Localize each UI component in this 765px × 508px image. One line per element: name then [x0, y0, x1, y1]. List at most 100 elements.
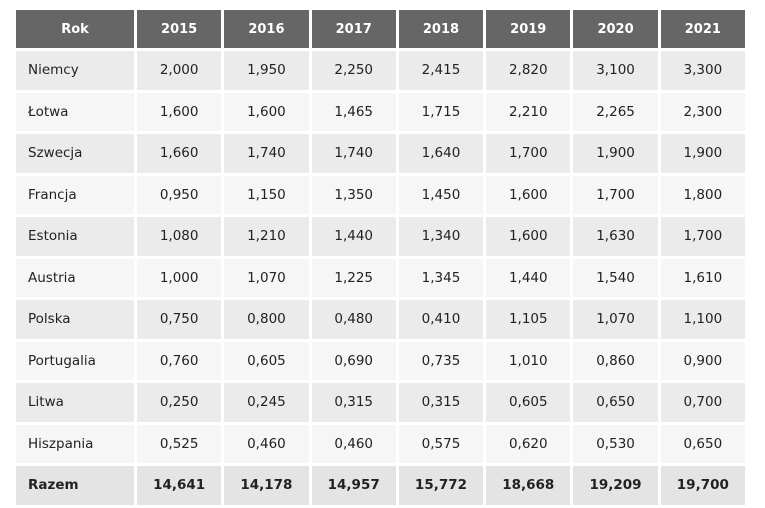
value-cell: 0,525: [137, 424, 222, 463]
table-row: Łotwa 1,600 1,600 1,465 1,715 2,210 2,26…: [16, 92, 745, 131]
value-cell: 1,465: [311, 92, 396, 131]
header-cell-rok: Rok: [16, 10, 134, 48]
value-cell: 0,605: [486, 383, 571, 422]
value-cell: 2,210: [486, 92, 571, 131]
value-cell: 1,610: [660, 258, 745, 297]
table-row: Polska 0,750 0,800 0,480 0,410 1,105 1,0…: [16, 300, 745, 339]
value-cell: 1,600: [224, 92, 309, 131]
header-row: Rok 2015 2016 2017 2018 2019 2020 2021: [16, 10, 745, 48]
value-cell: 1,440: [311, 217, 396, 256]
table-row: Austria 1,000 1,070 1,225 1,345 1,440 1,…: [16, 258, 745, 297]
table-row: Niemcy 2,000 1,950 2,250 2,415 2,820 3,1…: [16, 51, 745, 90]
value-cell: 2,820: [486, 51, 571, 90]
value-cell: 0,950: [137, 175, 222, 214]
table-row: Estonia 1,080 1,210 1,440 1,340 1,600 1,…: [16, 217, 745, 256]
value-cell: 2,265: [573, 92, 658, 131]
country-cell: Portugalia: [16, 341, 134, 380]
country-cell: Łotwa: [16, 92, 134, 131]
table-row: Szwecja 1,660 1,740 1,740 1,640 1,700 1,…: [16, 134, 745, 173]
value-cell: 1,105: [486, 300, 571, 339]
value-cell: 1,740: [311, 134, 396, 173]
value-cell: 1,950: [224, 51, 309, 90]
value-cell: 1,740: [224, 134, 309, 173]
value-cell: 0,575: [398, 424, 484, 463]
value-cell: 1,010: [486, 341, 571, 380]
value-cell: 1,150: [224, 175, 309, 214]
value-cell: 0,315: [311, 383, 396, 422]
country-cell: Niemcy: [16, 51, 134, 90]
value-cell: 1,070: [573, 300, 658, 339]
header-cell-2021: 2021: [660, 10, 745, 48]
data-table: Rok 2015 2016 2017 2018 2019 2020 2021 N…: [13, 7, 748, 508]
header-cell-2019: 2019: [486, 10, 571, 48]
total-cell: 14,957: [311, 466, 396, 505]
value-cell: 1,345: [398, 258, 484, 297]
country-cell: Estonia: [16, 217, 134, 256]
country-cell: Francja: [16, 175, 134, 214]
total-row: Razem 14,641 14,178 14,957 15,772 18,668…: [16, 466, 745, 505]
table-row: Francja 0,950 1,150 1,350 1,450 1,600 1,…: [16, 175, 745, 214]
value-cell: 1,070: [224, 258, 309, 297]
total-cell: 18,668: [486, 466, 571, 505]
value-cell: 0,480: [311, 300, 396, 339]
header-cell-2017: 2017: [311, 10, 396, 48]
country-cell: Litwa: [16, 383, 134, 422]
value-cell: 2,250: [311, 51, 396, 90]
value-cell: 1,100: [660, 300, 745, 339]
value-cell: 1,340: [398, 217, 484, 256]
value-cell: 1,600: [486, 217, 571, 256]
value-cell: 1,600: [486, 175, 571, 214]
value-cell: 1,440: [486, 258, 571, 297]
country-cell: Austria: [16, 258, 134, 297]
header-cell-2018: 2018: [398, 10, 484, 48]
country-cell: Polska: [16, 300, 134, 339]
value-cell: 0,460: [224, 424, 309, 463]
value-cell: 1,350: [311, 175, 396, 214]
value-cell: 1,210: [224, 217, 309, 256]
value-cell: 2,415: [398, 51, 484, 90]
value-cell: 1,225: [311, 258, 396, 297]
value-cell: 0,315: [398, 383, 484, 422]
value-cell: 1,630: [573, 217, 658, 256]
value-cell: 1,450: [398, 175, 484, 214]
value-cell: 1,900: [573, 134, 658, 173]
value-cell: 1,900: [660, 134, 745, 173]
value-cell: 1,540: [573, 258, 658, 297]
value-cell: 3,100: [573, 51, 658, 90]
value-cell: 1,000: [137, 258, 222, 297]
value-cell: 2,000: [137, 51, 222, 90]
value-cell: 1,715: [398, 92, 484, 131]
total-cell: 19,209: [573, 466, 658, 505]
value-cell: 1,660: [137, 134, 222, 173]
table-row: Litwa 0,250 0,245 0,315 0,315 0,605 0,65…: [16, 383, 745, 422]
value-cell: 1,800: [660, 175, 745, 214]
value-cell: 0,250: [137, 383, 222, 422]
value-cell: 1,640: [398, 134, 484, 173]
value-cell: 0,800: [224, 300, 309, 339]
header-cell-2016: 2016: [224, 10, 309, 48]
value-cell: 1,700: [660, 217, 745, 256]
total-cell: 15,772: [398, 466, 484, 505]
value-cell: 0,460: [311, 424, 396, 463]
value-cell: 1,700: [486, 134, 571, 173]
header-cell-2015: 2015: [137, 10, 222, 48]
value-cell: 0,900: [660, 341, 745, 380]
value-cell: 1,600: [137, 92, 222, 131]
value-cell: 0,700: [660, 383, 745, 422]
value-cell: 0,245: [224, 383, 309, 422]
value-cell: 0,750: [137, 300, 222, 339]
header-cell-2020: 2020: [573, 10, 658, 48]
country-cell: Szwecja: [16, 134, 134, 173]
value-cell: 0,650: [573, 383, 658, 422]
value-cell: 0,620: [486, 424, 571, 463]
value-cell: 0,410: [398, 300, 484, 339]
total-cell: 14,641: [137, 466, 222, 505]
total-cell: 19,700: [660, 466, 745, 505]
value-cell: 0,760: [137, 341, 222, 380]
total-cell: 14,178: [224, 466, 309, 505]
value-cell: 0,650: [660, 424, 745, 463]
value-cell: 1,700: [573, 175, 658, 214]
value-cell: 0,690: [311, 341, 396, 380]
value-cell: 2,300: [660, 92, 745, 131]
value-cell: 1,080: [137, 217, 222, 256]
